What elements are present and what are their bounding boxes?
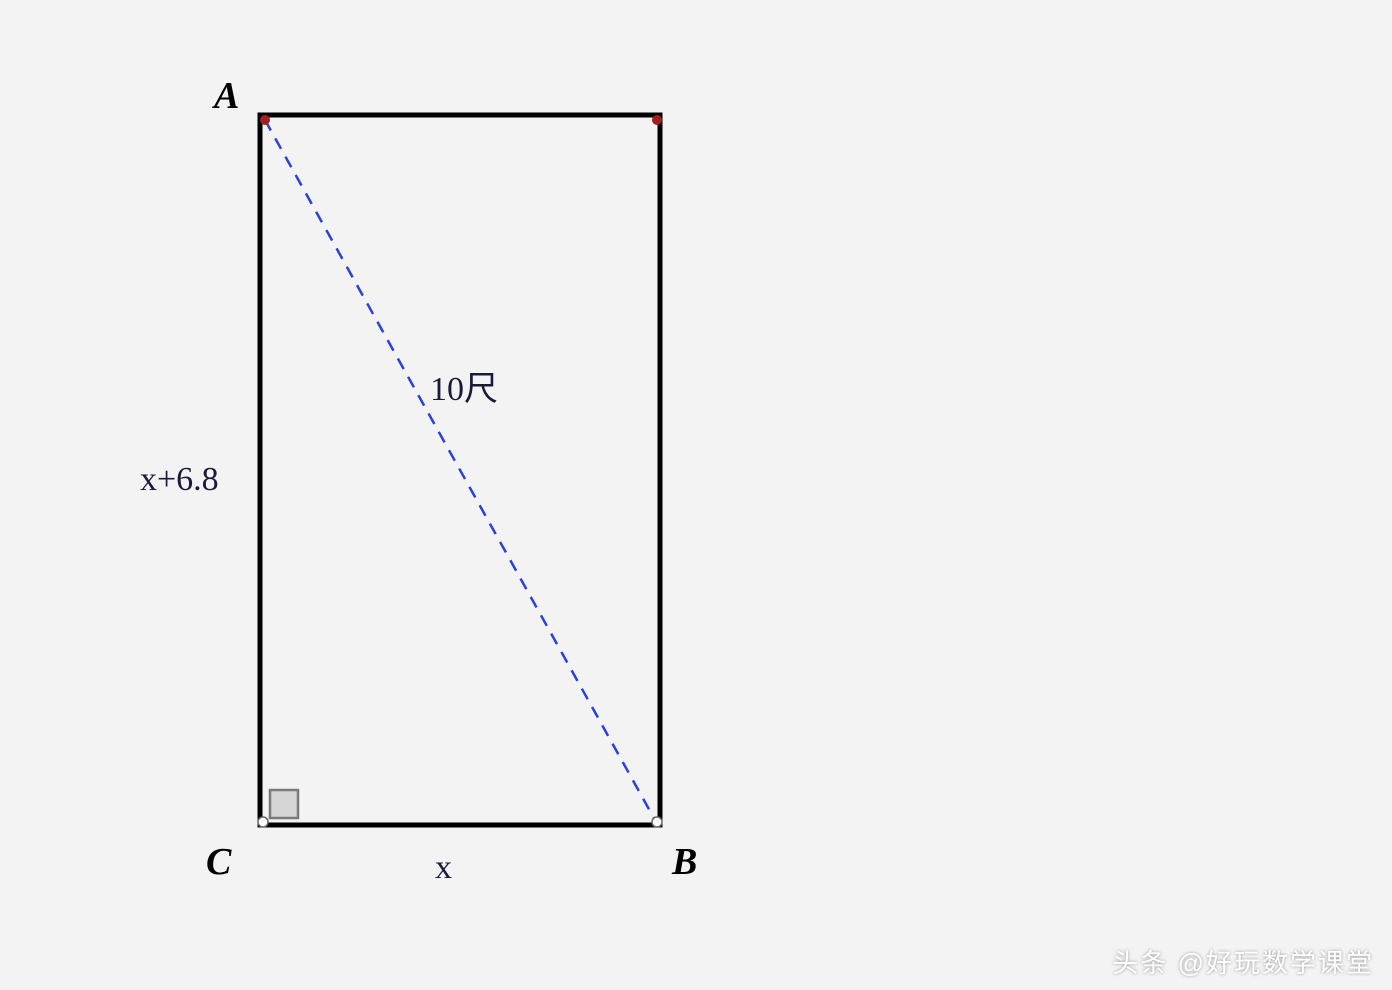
label-bottom-side: x <box>435 849 452 886</box>
label-a: A <box>212 75 239 117</box>
label-hypotenuse: 10尺 <box>430 371 498 408</box>
point-b <box>652 817 662 827</box>
point-c <box>258 817 268 827</box>
watermark-text: 头条 @好玩数学课堂 <box>1112 943 1374 980</box>
right-angle-marker <box>270 790 298 818</box>
label-b: B <box>671 841 697 883</box>
point-tr <box>652 115 662 125</box>
diagonal-ab <box>265 120 655 820</box>
point-a <box>260 115 270 125</box>
label-left-side: x+6.8 <box>140 461 219 498</box>
label-c: C <box>206 841 232 883</box>
